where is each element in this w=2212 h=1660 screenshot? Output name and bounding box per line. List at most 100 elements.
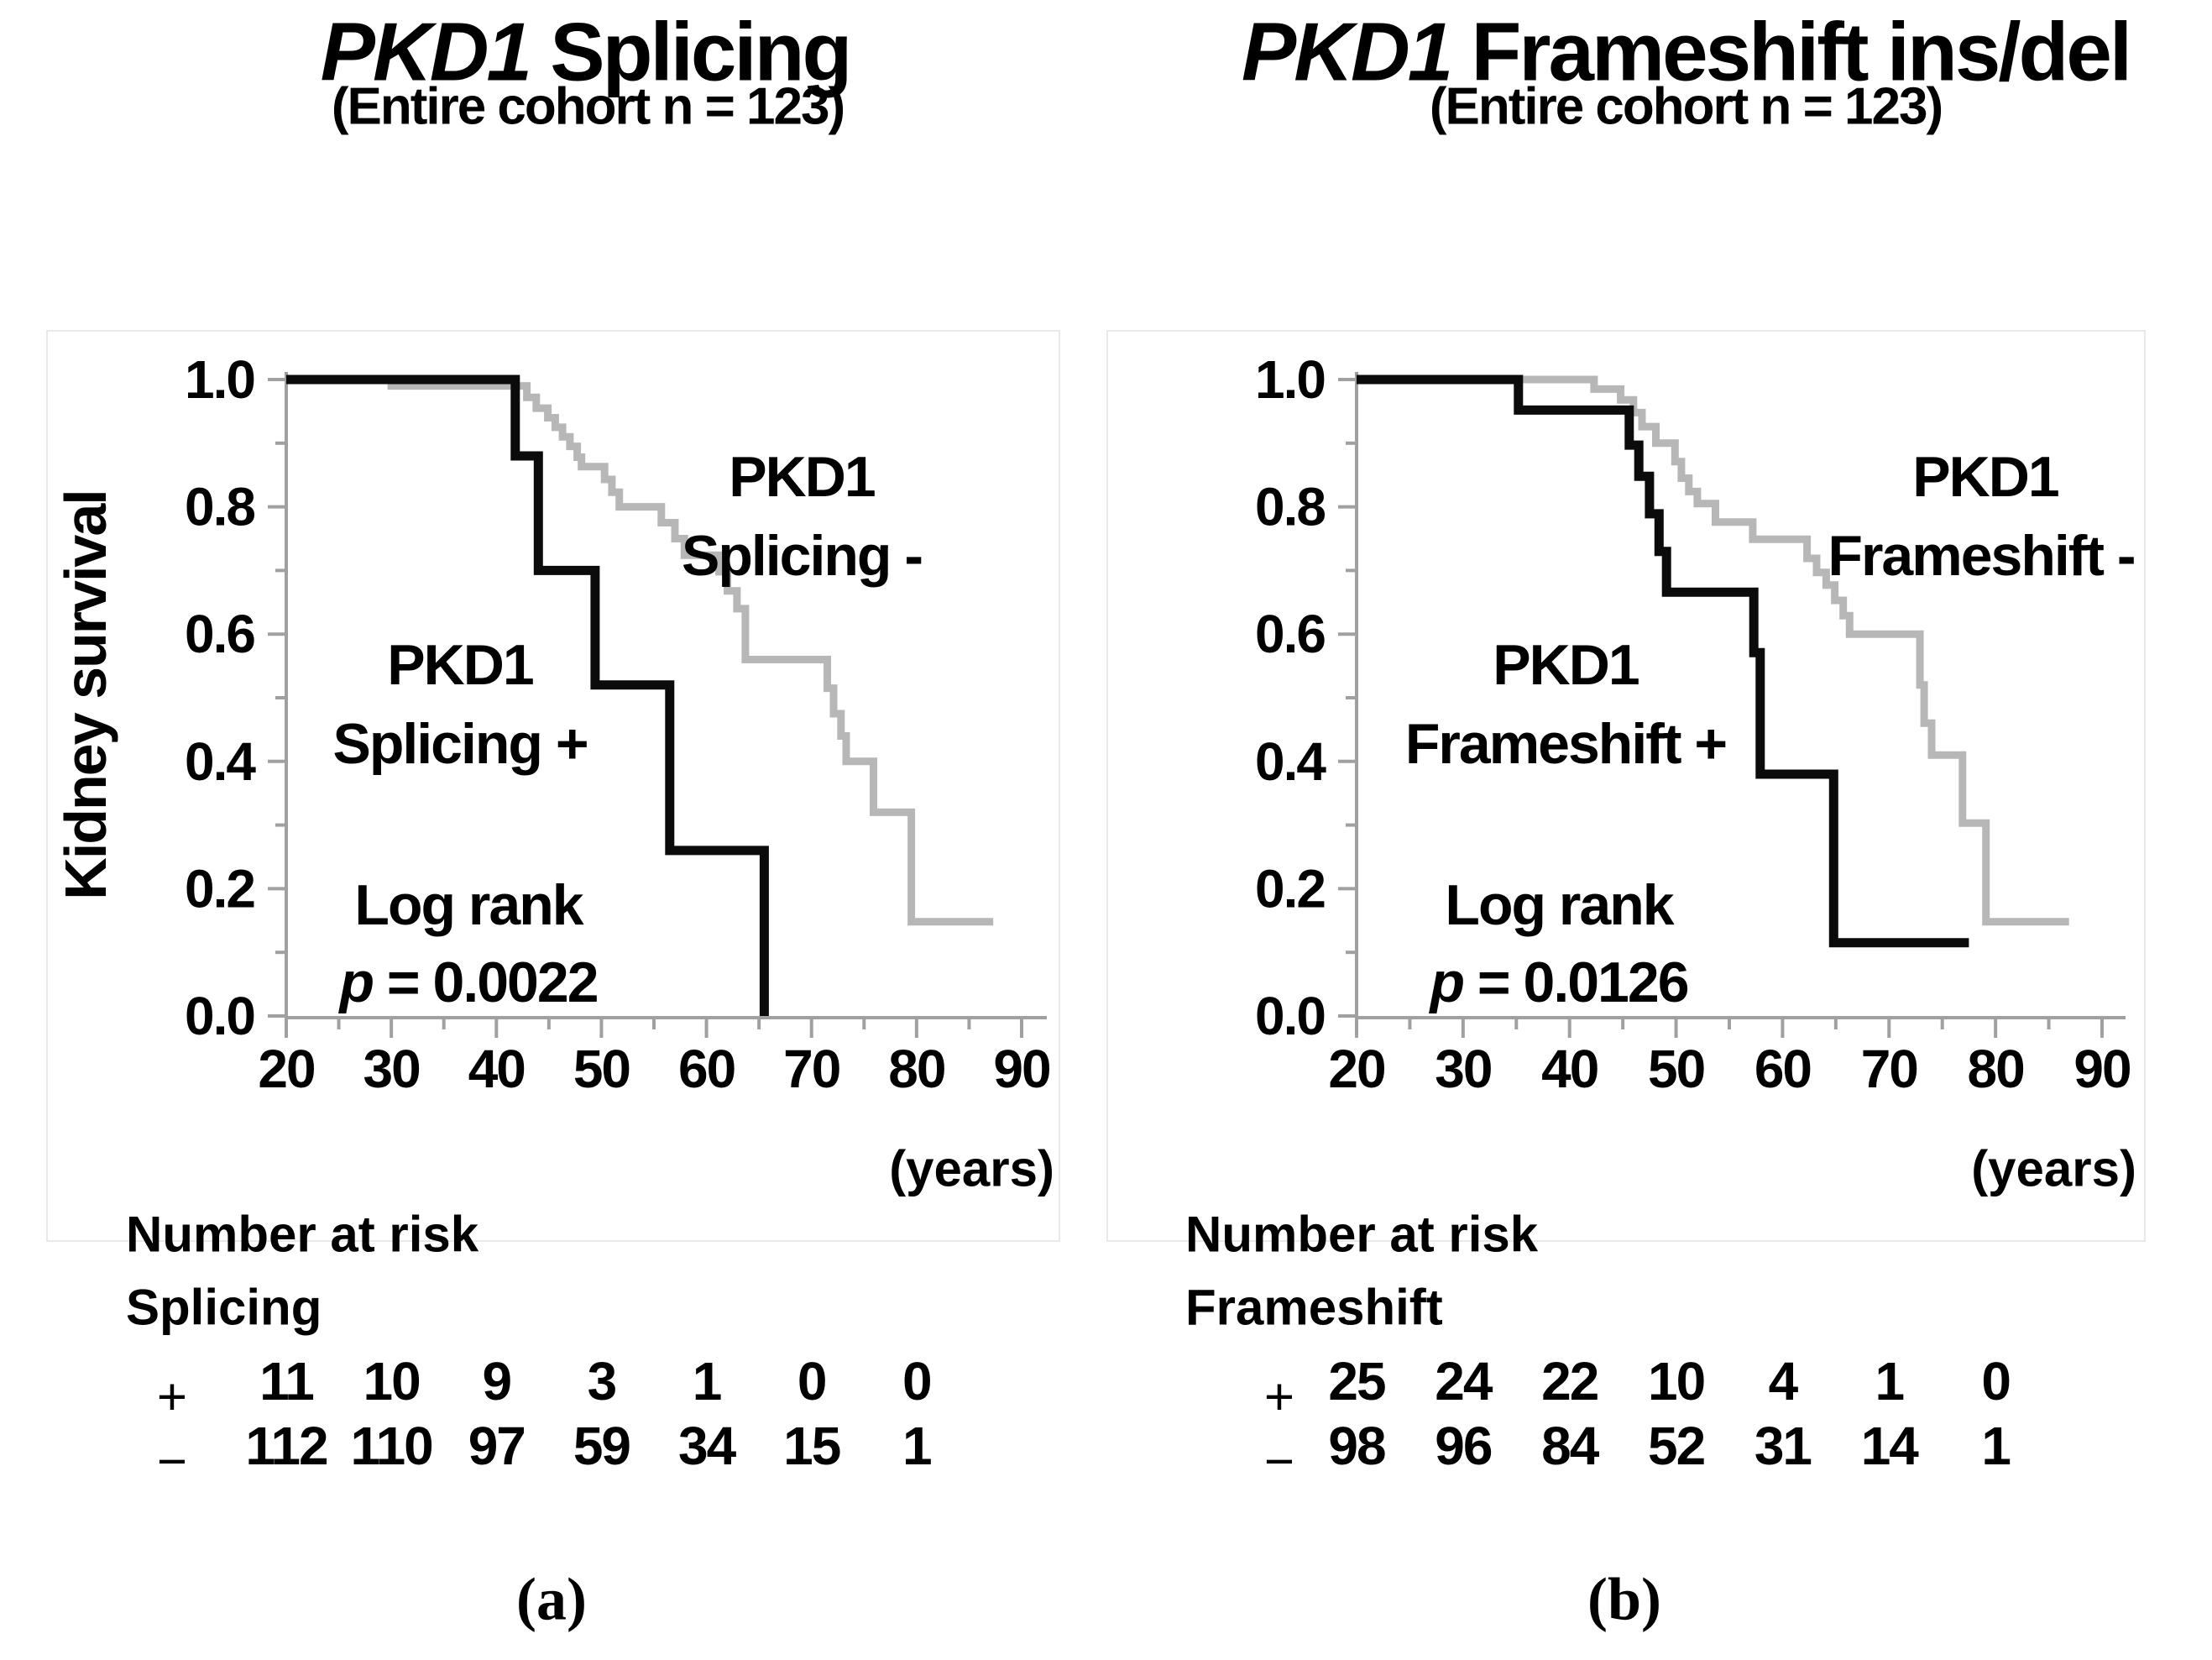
panel-a-x-tick-label: 70 — [783, 1039, 839, 1099]
panel-a-letter: (a) — [516, 1565, 587, 1633]
panel-b-x-tick-label: 60 — [1754, 1039, 1811, 1099]
panel-b-risk-value: 24 — [1435, 1351, 1493, 1411]
panel-a-risk-value: 1 — [902, 1416, 931, 1476]
panel-b-logrank-label: Log rank — [1445, 873, 1674, 937]
panel-b-pvalue-rest: = 0.0126 — [1463, 950, 1690, 1014]
panel-b-y-tick-label: 0.0 — [1255, 986, 1325, 1046]
panel-a-y-tick-label: 0.8 — [185, 477, 254, 537]
panel-a-y-tick-label: 0.2 — [185, 858, 254, 919]
panel-b-x-tick-label: 80 — [1968, 1039, 2024, 1099]
panel-a-axes — [285, 372, 1047, 1019]
panel-b-pvalue-p: p — [1430, 950, 1465, 1014]
panel-a-x-tick-label: 60 — [678, 1039, 735, 1099]
panel-b-risk-value: 10 — [1648, 1351, 1704, 1411]
panel-b-y-tick-label: 0.6 — [1255, 604, 1325, 664]
panel-b-letter: (b) — [1587, 1565, 1661, 1633]
panel-b-x-tick-label: 50 — [1648, 1039, 1704, 1099]
panel-b-risk-value: 31 — [1754, 1416, 1812, 1476]
panel-a-risk-value: 59 — [573, 1416, 630, 1476]
panel-b-x-unit: (years) — [1971, 1140, 2136, 1197]
panel-a-x-unit: (years) — [889, 1140, 1054, 1197]
panel-b-title: PKD1 Frameshift ins/del — [1241, 5, 2132, 100]
panel-b-x-tick-label: 90 — [2073, 1039, 2130, 1099]
panel-b-risk-group-label: Frameshift — [1185, 1279, 1443, 1336]
panel-b-title-gene: PKD1 — [1241, 5, 1453, 98]
panel-a-y-tick-label: 1.0 — [185, 349, 254, 410]
panel-a-risk-symbol-minus: − — [156, 1432, 188, 1491]
panel-a-x-tick-label: 30 — [363, 1039, 420, 1099]
panel-a-x-tick-label: 40 — [468, 1039, 525, 1099]
panel-b-risk-value: 98 — [1328, 1416, 1385, 1476]
panel-b-risk-value: 1 — [1981, 1416, 2010, 1476]
panel-b-risk-value: 14 — [1861, 1416, 1920, 1476]
panel-a-group-minus-label-line2: Splicing - — [682, 524, 923, 588]
panel-b-risk-symbol-plus: + — [1263, 1368, 1295, 1427]
panel-a-x-tick-label: 20 — [258, 1039, 314, 1099]
panel-a-risk-value: 0 — [797, 1351, 826, 1411]
panel-b-group-plus-label-line2: Frameshift + — [1404, 712, 1728, 776]
panel-a-group-plus-label-line2: Splicing + — [332, 712, 588, 776]
panel-b-risk-symbol-minus: − — [1263, 1432, 1295, 1491]
panel-b-risk-value: 1 — [1875, 1351, 1903, 1411]
panel-a-group-plus-label-line1: PKD1 — [387, 633, 534, 697]
panel-a-risk-value: 0 — [902, 1351, 931, 1411]
panel-a-risk-value: 9 — [482, 1351, 510, 1411]
panel-a-x-tick-label: 50 — [573, 1039, 630, 1099]
panel-b-risk-value: 22 — [1541, 1351, 1598, 1411]
panel-b-title-rest: Frameshift ins/del — [1451, 5, 2132, 98]
panel-a-risk-value: 110 — [351, 1416, 432, 1476]
panel-a-y-tick-label: 0.4 — [185, 731, 256, 792]
panel-a-pvalue-p: p — [339, 950, 374, 1014]
panel-a-curve-minus — [286, 375, 994, 926]
panel-a-subtitle: (Entire cohort n = 123) — [331, 77, 845, 136]
panel-a-title-rest: Splicing — [530, 5, 852, 98]
panel-a-title: PKD1 Splicing — [320, 5, 853, 100]
panel-b-y-tick-label: 0.2 — [1255, 858, 1325, 919]
panel-a-risk-header: Number at risk — [126, 1206, 479, 1263]
panel-a-y-tick-label: 0.0 — [185, 986, 254, 1046]
panel-a-y-tick-label: 0.6 — [185, 604, 254, 664]
panel-a-title-gene: PKD1 — [320, 5, 532, 98]
panel-a-risk-value: 11 — [259, 1351, 313, 1411]
panel-a-risk-symbol-plus: + — [156, 1368, 188, 1427]
panel-b-curve-plus — [1357, 374, 1969, 948]
panel-b-risk-value: 4 — [1769, 1351, 1799, 1411]
panel-a-x-tick-label: 90 — [993, 1039, 1049, 1099]
panel-a-frame — [46, 330, 1060, 1242]
panel-a-risk-value: 34 — [678, 1416, 737, 1476]
panel-b-x-tick-label: 30 — [1435, 1039, 1491, 1099]
panel-b-risk-value: 52 — [1648, 1416, 1705, 1476]
panel-b-pvalue: p = 0.0126 — [1430, 950, 1690, 1015]
panel-b-curve-minus — [1357, 375, 2069, 926]
panel-b-group-plus-label-line1: PKD1 — [1493, 633, 1639, 697]
panel-a-curve-plus — [286, 374, 769, 1016]
panel-a-risk-value: 112 — [245, 1416, 327, 1476]
panel-a-x-tick-label: 80 — [888, 1039, 944, 1099]
panel-a-pvalue: p = 0.0022 — [339, 950, 599, 1015]
panel-a-risk-value: 97 — [468, 1416, 525, 1476]
panel-b-subtitle: (Entire cohort n = 123) — [1429, 77, 1943, 136]
panel-b-group-minus-label-line2: Frameshift - — [1828, 524, 2136, 588]
panel-b-y-tick-label: 1.0 — [1255, 349, 1325, 410]
panel-a-risk-group-label: Splicing — [126, 1279, 322, 1336]
panel-a-risk-value: 10 — [363, 1351, 420, 1411]
panel-b-axes — [1355, 372, 2126, 1019]
panel-b-risk-value: 84 — [1541, 1416, 1600, 1476]
panel-a-pvalue-rest: = 0.0022 — [373, 950, 599, 1014]
panel-a-risk-value: 15 — [783, 1416, 840, 1476]
panel-b-risk-header: Number at risk — [1185, 1206, 1539, 1263]
panel-b-x-tick-label: 40 — [1541, 1039, 1598, 1099]
panel-b-y-tick-label: 0.4 — [1255, 731, 1326, 792]
panel-a-logrank-label: Log rank — [354, 873, 583, 937]
panel-a-risk-value: 3 — [588, 1351, 616, 1411]
panel-a-risk-value: 1 — [693, 1351, 721, 1411]
panel-b-risk-value: 0 — [1981, 1351, 2010, 1411]
panel-b-frame — [1106, 330, 2146, 1242]
panel-b-x-tick-label: 70 — [1861, 1039, 1917, 1099]
panel-b-x-tick-label: 20 — [1328, 1039, 1384, 1099]
panel-b-risk-value: 25 — [1328, 1351, 1385, 1411]
panel-b-y-tick-label: 0.8 — [1255, 477, 1325, 537]
panel-b-group-minus-label-line1: PKD1 — [1912, 445, 2059, 509]
